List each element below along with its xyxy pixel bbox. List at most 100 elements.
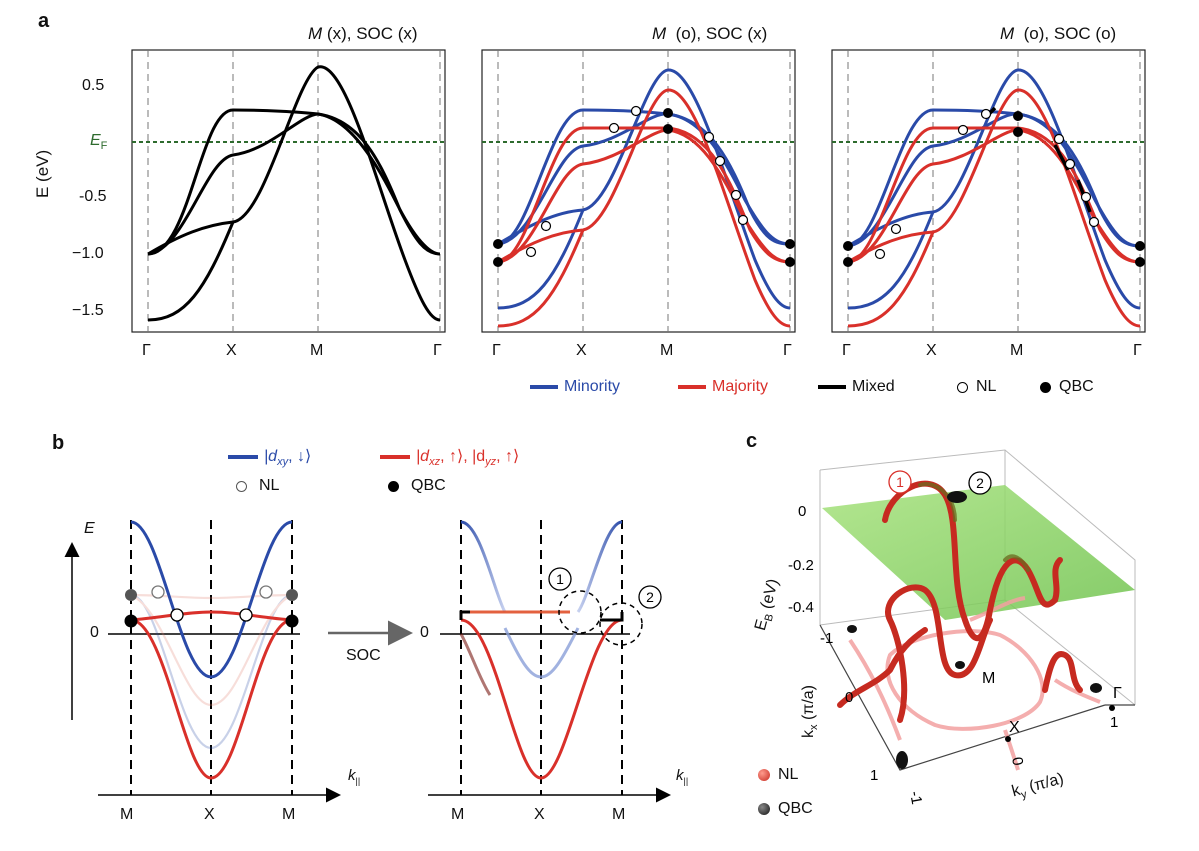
ket: |d [264,448,278,465]
x-tick-label: Γ [1133,342,1142,359]
k: k [348,767,356,784]
title-soc: SOC (x) [356,24,418,43]
title-m-val: (x) [326,24,347,43]
x-tick-label: M [660,342,674,359]
legend-nl-c: NL [758,766,798,784]
legend-mixed: Mixed [818,378,895,396]
legend-label: QBC [778,800,813,817]
orbital-sub: xz [429,456,441,469]
title-m: M [308,24,323,43]
legend-minority: Minority [530,378,620,396]
x-tick-label: X [576,342,587,359]
highlight-circle-2 [599,602,643,646]
legend-filled-circle [388,480,399,492]
kx-unit: (π/a) [800,685,817,721]
orbital-sub: yz [485,456,497,469]
k-label: k|| [348,767,360,786]
legend-majority: Majority [678,378,768,396]
spin: , ↓⟩ [288,448,312,465]
legend-qbc: QBC [1040,378,1094,396]
x-tick-label: Γ [842,342,851,359]
panel-b-plots: 1 2 [64,520,671,803]
legend-filled-circle [1040,381,1051,393]
legend-dxz-label: |dxz, ↑⟩, |dyz, ↑⟩ [416,446,519,468]
qbc-blob-2 [947,491,967,503]
x-tick-label: X [926,342,937,359]
legend-swatch [380,455,410,460]
circle-marker-1 [548,567,572,591]
band-plot-2 [481,49,796,333]
x-tick-label: Γ [142,342,151,359]
x-tick-label: M [1010,342,1024,359]
y-tick-label: 0.5 [82,77,105,94]
legend-label: QBC [1059,378,1094,395]
x-tick-label: M [612,806,626,823]
highlight-circle-1 [558,590,602,634]
legend-label: QBC [411,477,446,494]
gamma-point-label: Γ [1113,685,1122,702]
k-sub: || [355,776,361,786]
band-plot-3 [831,49,1146,333]
panel-a2-title: M (o), SOC (x) [652,24,768,43]
legend-qbc-c: QBC [758,800,813,818]
z-tick: 0 [798,503,806,520]
k-sub: || [683,776,689,786]
legend-nl: NL [957,378,996,396]
y-tick-label: −1.0 [72,245,104,262]
x-tick-label: X [534,806,545,823]
x-point-dot [1005,736,1011,742]
legend-label: NL [778,766,799,783]
orbital-sub: xy [277,456,289,469]
legend-open-circle [957,381,968,393]
e-axis-label: E [84,520,95,537]
legend-nl-b: NL [236,477,279,495]
kx-tick: -1 [820,630,833,647]
marker-1-text: 1 [896,474,904,490]
ef-label: EF [90,132,107,152]
legend-swatch [818,385,846,389]
spin: , ↑⟩ [496,448,520,465]
legend-qbc-b: QBC [388,477,446,495]
legend-dxy: |dxy, ↓⟩ [228,446,311,468]
panel-c-letter: c [746,430,758,452]
x-point-label: X [1009,719,1020,736]
ky-tick: -1 [906,790,925,806]
panel-a-plots [131,49,1146,333]
legend-swatch [678,385,706,389]
k-label: k|| [676,767,688,786]
kx-tick: 0 [845,689,853,706]
x-tick-label: M [120,806,134,823]
ef-sub: F [100,140,108,153]
marker-2 [968,471,992,495]
legend-label: Mixed [852,378,895,395]
marker-1 [888,470,912,494]
circle-marker-1-text: 1 [556,571,564,587]
kx-axis-label: kx (π/a) [800,685,820,738]
legend-black-sphere [758,803,770,815]
legend-label: Minority [564,378,621,395]
circle-marker-2 [638,585,662,609]
ky-sub: y [1019,788,1029,802]
y-tick-label: −1.5 [72,302,104,319]
title-m: M [652,24,667,43]
kx-k: k [800,730,817,738]
title-m: M [1000,24,1015,43]
legend-label: NL [259,477,280,494]
gamma-point-dot [1109,705,1115,711]
marker-2-text: 2 [976,475,984,491]
legend-open-circle [236,480,247,492]
legend-swatch [530,385,558,389]
plot-frame [831,49,1146,333]
ky-tick: 0 [1008,756,1026,767]
plot-frame [481,49,796,333]
zero-label: 0 [90,624,99,641]
panel-a-letter: a [38,10,50,32]
x-tick-label: M [310,342,324,359]
x-tick-label: Γ [492,342,501,359]
ket: |d [416,448,430,465]
x-tick-label: M [282,806,296,823]
k: k [676,767,684,784]
qbc-markers [493,108,795,267]
panel-c-3d-plot: 1 2 0 -0.2 -0.4 -1 0 1 -1 0 1 M X Γ [788,449,1136,806]
kx-sub: x [808,724,821,731]
